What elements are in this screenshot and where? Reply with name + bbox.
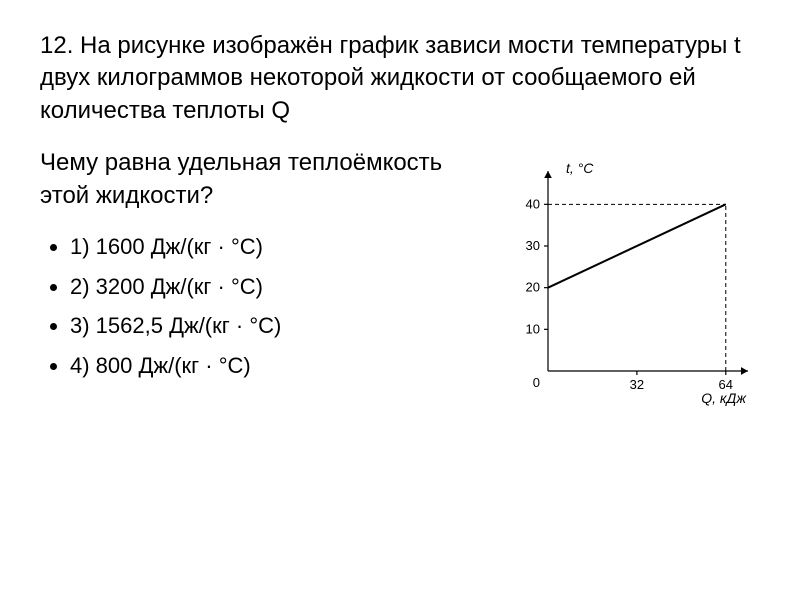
option-3: 3) 1562,5 Дж/(кг · °С) <box>70 306 490 346</box>
svg-text:t, °С: t, °С <box>566 160 594 176</box>
problem-statement: 12. На рисунке изображён график зависи м… <box>40 30 760 127</box>
question-text: Чему равна удельная теплоёмкость этой жи… <box>40 147 490 212</box>
line-chart: 1020304032640t, °СQ, кДж <box>510 157 760 407</box>
svg-text:20: 20 <box>526 280 540 295</box>
svg-text:10: 10 <box>526 322 540 337</box>
svg-text:0: 0 <box>533 375 540 390</box>
svg-text:40: 40 <box>526 197 540 212</box>
question-row: Чему равна удельная теплоёмкость этой жи… <box>40 147 760 407</box>
problem-number: 12. <box>40 32 73 59</box>
chart-container: 1020304032640t, °СQ, кДж <box>510 157 760 407</box>
problem-text: На рисунке изображён график зависи мости… <box>40 32 741 124</box>
svg-text:Q, кДж: Q, кДж <box>701 390 747 406</box>
question-left: Чему равна удельная теплоёмкость этой жи… <box>40 147 490 385</box>
options-list: 1) 1600 Дж/(кг · °С) 2) 3200 Дж/(кг · °С… <box>40 227 490 385</box>
option-2: 2) 3200 Дж/(кг · °С) <box>70 267 490 307</box>
option-1: 1) 1600 Дж/(кг · °С) <box>70 227 490 267</box>
svg-text:30: 30 <box>526 238 540 253</box>
option-4: 4) 800 Дж/(кг · °С) <box>70 346 490 386</box>
svg-text:32: 32 <box>630 377 644 392</box>
